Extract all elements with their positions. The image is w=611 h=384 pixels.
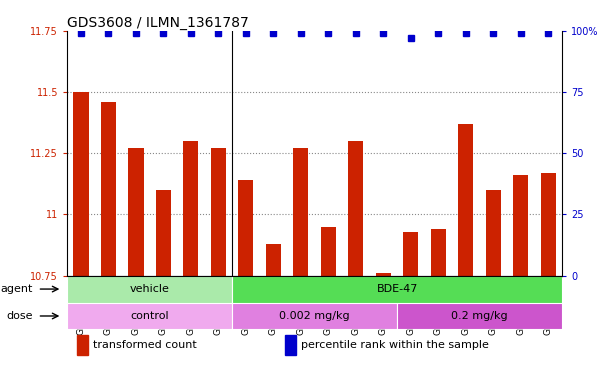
Bar [232,276,562,303]
Text: percentile rank within the sample: percentile rank within the sample [301,340,489,350]
Bar [376,273,391,276]
Text: 0.2 mg/kg: 0.2 mg/kg [452,311,508,321]
Bar [348,141,364,276]
Bar [285,335,296,355]
Bar [211,148,226,276]
Bar [321,227,336,276]
Bar [183,141,199,276]
Bar [513,175,529,276]
Text: vehicle: vehicle [130,284,170,294]
Text: GDS3608 / ILMN_1361787: GDS3608 / ILMN_1361787 [67,16,249,30]
Bar [156,190,171,276]
Bar [73,92,89,276]
Bar [67,303,232,329]
Bar [238,180,254,276]
Text: control: control [130,311,169,321]
Bar [293,148,309,276]
Bar [541,173,556,276]
Bar [101,102,116,276]
Bar [266,244,281,276]
Text: transformed count: transformed count [93,340,197,350]
Text: 0.002 mg/kg: 0.002 mg/kg [279,311,350,321]
Bar [67,276,232,303]
Bar [232,303,397,329]
Bar [77,335,88,355]
Bar [431,229,446,276]
Bar [458,124,474,276]
Text: dose: dose [6,311,32,321]
Text: agent: agent [0,284,32,294]
Text: BDE-47: BDE-47 [376,284,418,294]
Bar [397,303,562,329]
Bar [486,190,501,276]
Bar [403,232,419,276]
Bar [128,148,144,276]
